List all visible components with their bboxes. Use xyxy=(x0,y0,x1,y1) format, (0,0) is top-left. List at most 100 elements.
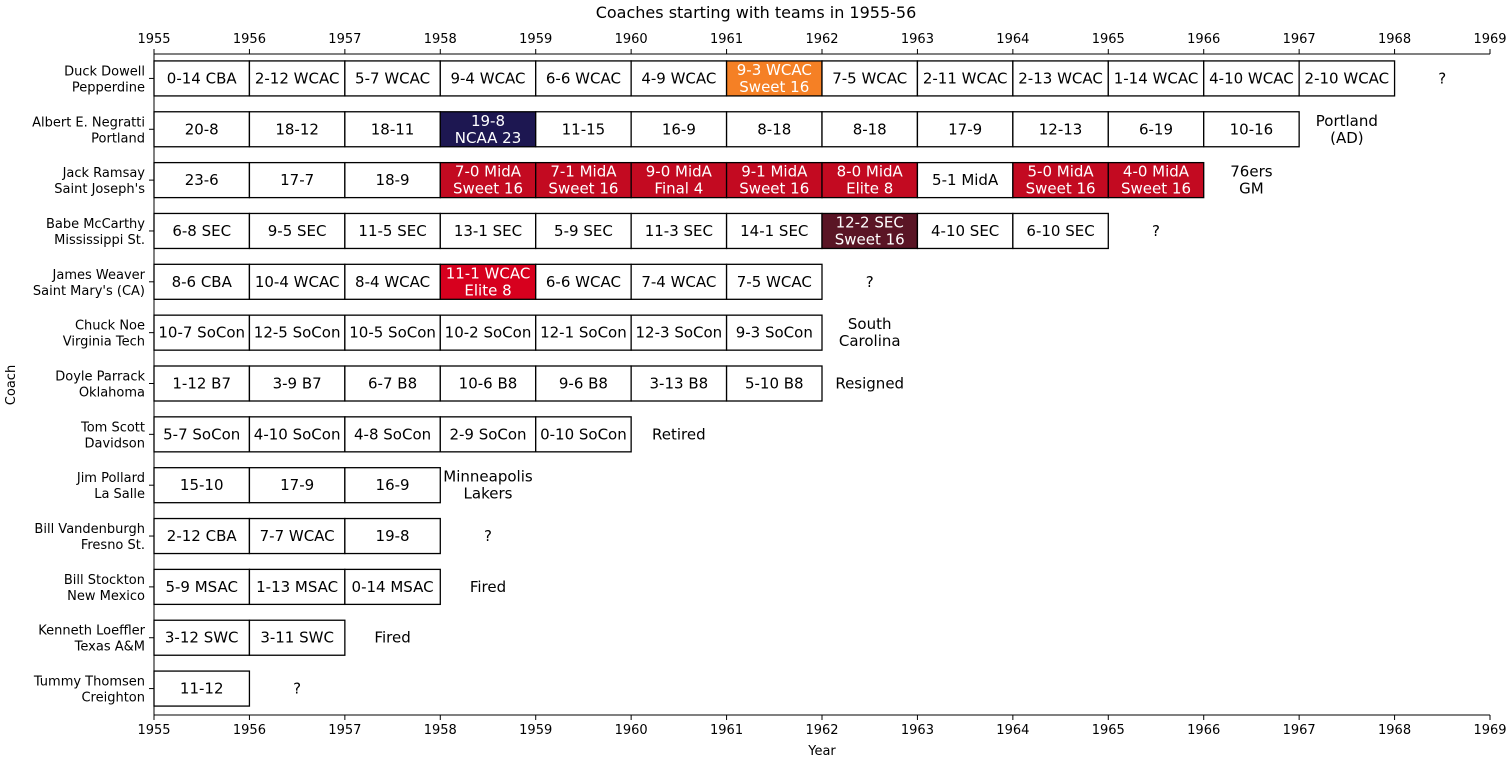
season-label-line-0: 5-7 SoCon xyxy=(163,425,240,443)
season-label-line-0: 7-5 WCAC xyxy=(832,69,907,87)
season-label-line-0: 17-9 xyxy=(280,476,314,494)
season-bar xyxy=(725,263,823,300)
after-label-line-1: (AD) xyxy=(1330,129,1364,147)
season-label-line-1: Sweet 16 xyxy=(453,180,523,198)
season-bar xyxy=(630,314,728,351)
season-label-line-0: 23-6 xyxy=(185,171,219,189)
season-label-line-0: 9-4 WCAC xyxy=(450,69,525,87)
after-label-line-0: Fired xyxy=(374,629,410,647)
season-label-line-0: 5-9 SEC xyxy=(554,222,613,240)
season-bar xyxy=(725,212,823,250)
season-label-line-0: 13-1 SEC xyxy=(454,222,522,240)
season-label-line-0: 7-1 MidA xyxy=(550,163,617,181)
season-label-line-0: 6-6 WCAC xyxy=(546,273,621,291)
season-label-line-0: 6-10 SEC xyxy=(1026,222,1094,240)
season-label-line-0: 11-12 xyxy=(180,680,224,698)
coach-name: Jim Pollard xyxy=(76,471,145,486)
season-label-line-0: 6-7 B8 xyxy=(368,375,417,393)
season-label-line-0: 7-5 WCAC xyxy=(737,273,812,291)
season-label-line-0: 3-12 SWC xyxy=(165,629,239,647)
plot-area: 1955 1955 1956 1956 1957 1957 1958 1958 1959 1959… xyxy=(32,32,1506,738)
season-label-line-1: Elite 8 xyxy=(846,180,893,198)
season-bar xyxy=(153,619,251,656)
x-tick-bottom-label-1968: 1968 xyxy=(1378,723,1411,738)
season-bar xyxy=(439,212,537,250)
season-label-line-0: 11-5 SEC xyxy=(358,222,426,240)
coach-team: La Salle xyxy=(94,487,145,502)
after-label-line-0: ? xyxy=(866,273,874,291)
season-label-line-0: 4-10 SoCon xyxy=(254,425,341,443)
season-label-line-0: 6-6 WCAC xyxy=(546,69,621,87)
season-label-line-0: 2-11 WCAC xyxy=(923,69,1008,87)
season-label-line-0: 17-9 xyxy=(948,120,982,138)
season-label-line-0: 10-6 B8 xyxy=(459,375,518,393)
season-label-line-0: 12-3 SoCon xyxy=(636,324,723,342)
x-tick-top-label-1965: 1965 xyxy=(1092,32,1125,47)
season-bar xyxy=(344,467,441,504)
coach-name: Chuck Noe xyxy=(75,319,145,334)
season-bar xyxy=(439,111,537,148)
season-label-line-0: 0-10 SoCon xyxy=(540,425,627,443)
season-label-line-0: 16-9 xyxy=(662,120,696,138)
coach-team: Texas A&M xyxy=(74,640,145,655)
coach-name: Babe McCarthy xyxy=(46,217,145,232)
x-tick-bottom-label-1965: 1965 xyxy=(1092,723,1125,738)
coach-name: Bill Stockton xyxy=(64,573,145,588)
season-label-line-0: 5-10 B8 xyxy=(745,375,804,393)
season-label-line-0: 18-9 xyxy=(376,171,410,189)
season-bar xyxy=(344,111,441,148)
coach-team: Saint Joseph's xyxy=(54,182,145,197)
season-label-line-0: 1-12 B7 xyxy=(172,375,231,393)
season-label-line-0: 8-4 WCAC xyxy=(355,273,430,291)
season-label-line-0: 4-10 SEC xyxy=(931,222,999,240)
season-label-line-0: 3-11 SWC xyxy=(260,629,334,647)
season-bar xyxy=(439,314,537,351)
season-bar xyxy=(248,619,346,656)
y-axis-label: Coach xyxy=(4,365,19,405)
season-label-line-0: 19-8 xyxy=(471,112,505,130)
season-label-line-0: 3-13 B8 xyxy=(650,375,709,393)
season-label-line-0: 1-13 MSAC xyxy=(256,578,338,596)
season-label-line-0: 10-5 SoCon xyxy=(349,324,436,342)
x-tick-bottom-label-1967: 1967 xyxy=(1283,723,1316,738)
season-label-line-0: 6-8 SEC xyxy=(172,222,231,240)
after-label-line-0: ? xyxy=(293,680,301,698)
season-label-line-1: Sweet 16 xyxy=(835,230,905,248)
coach-team: New Mexico xyxy=(67,589,145,604)
season-label-line-0: 18-11 xyxy=(371,120,415,138)
season-label-line-0: 9-5 SEC xyxy=(268,222,327,240)
season-bar xyxy=(916,60,1014,97)
x-tick-bottom-label-1957: 1957 xyxy=(328,723,361,738)
season-label-line-0: 9-6 B8 xyxy=(559,375,608,393)
season-label-line-0: 14-1 SEC xyxy=(740,222,808,240)
season-label-line-0: 12-1 SoCon xyxy=(540,324,627,342)
season-bar xyxy=(535,416,632,453)
season-label-line-0: 3-9 B7 xyxy=(273,375,322,393)
x-tick-top-label-1966: 1966 xyxy=(1187,32,1220,47)
season-label-line-0: 9-3 SoCon xyxy=(736,324,813,342)
season-label-line-1: Sweet 16 xyxy=(739,78,809,96)
season-label-line-0: 1-14 WCAC xyxy=(1114,69,1199,87)
season-bar xyxy=(916,212,1014,250)
season-bar xyxy=(248,60,346,97)
after-label-line-1: Lakers xyxy=(464,485,513,503)
coach-team: Saint Mary's (CA) xyxy=(33,284,145,299)
x-tick-bottom-label-1960: 1960 xyxy=(615,723,648,738)
season-bar xyxy=(1203,60,1300,97)
x-tick-top-label-1963: 1963 xyxy=(901,32,934,47)
season-label-line-0: 15-10 xyxy=(180,476,224,494)
season-label-line-0: 12-13 xyxy=(1039,120,1083,138)
after-label-line-0: ? xyxy=(484,527,492,545)
season-bar xyxy=(725,111,823,148)
chart-title: Coaches starting with teams in 1955-56 xyxy=(596,3,917,22)
season-label-line-0: 18-12 xyxy=(275,120,319,138)
coach-name: Bill Vandenburgh xyxy=(34,522,145,537)
season-bar xyxy=(630,60,728,97)
season-bar xyxy=(439,416,537,453)
season-label-line-0: 7-7 WCAC xyxy=(260,527,335,545)
